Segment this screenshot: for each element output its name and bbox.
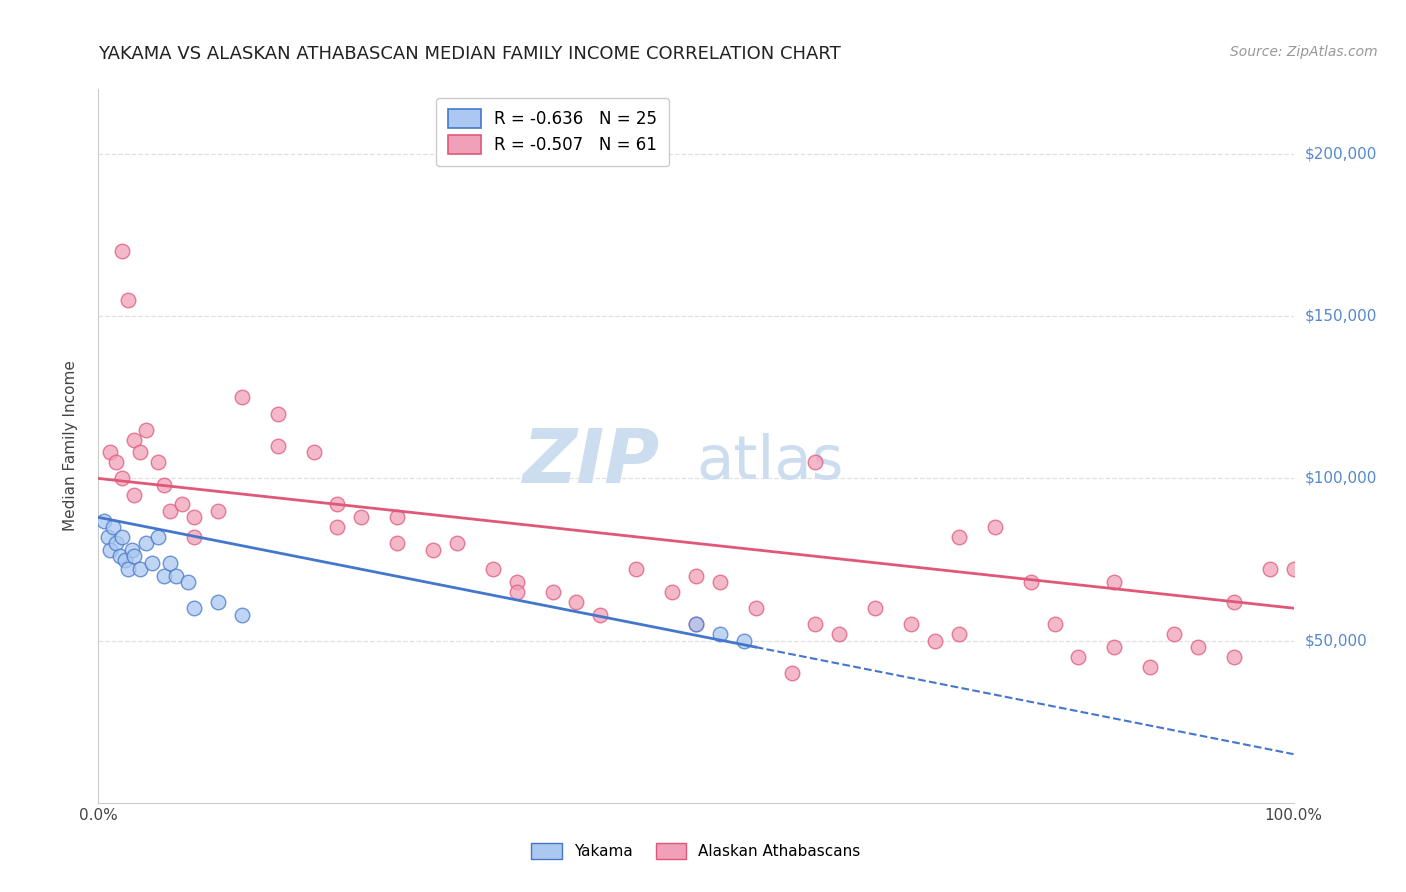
Point [114,552,136,566]
Point [709,627,731,641]
Point [1102,640,1125,654]
Point [98,445,122,459]
Point [97,530,120,544]
Point [105,536,128,550]
Point [148,530,170,544]
Point [231,390,253,404]
Point [207,504,229,518]
Point [108,549,131,564]
Point [1222,649,1246,664]
Point [1102,575,1125,590]
Point [111,471,134,485]
Point [183,601,205,615]
Point [589,607,612,622]
Point [183,510,205,524]
Point [983,520,1005,534]
Point [111,530,134,544]
Point [948,627,970,641]
Point [153,478,176,492]
Point [385,510,409,524]
Point [1139,659,1161,673]
Point [506,575,529,590]
Point [159,504,181,518]
Text: $150,000: $150,000 [1305,309,1376,324]
Point [124,433,146,447]
Point [121,542,143,557]
Point [745,601,768,615]
Point [446,536,468,550]
Text: ZIP: ZIP [523,425,661,499]
Point [165,568,187,582]
Point [350,510,373,524]
Point [124,488,146,502]
Point [101,520,124,534]
Point [148,455,170,469]
Point [661,585,683,599]
Point [385,536,409,550]
Point [1043,617,1066,632]
Point [1282,562,1305,576]
Point [326,497,349,511]
Point [624,562,647,576]
Text: YAKAMA VS ALASKAN ATHABASCAN MEDIAN FAMILY INCOME CORRELATION CHART: YAKAMA VS ALASKAN ATHABASCAN MEDIAN FAMI… [98,45,841,62]
Point [129,562,152,576]
Point [117,293,139,307]
Point [541,585,564,599]
Point [124,549,146,564]
Point [1067,649,1090,664]
Point [1187,640,1209,654]
Point [863,601,886,615]
Point [111,244,134,259]
Point [506,585,529,599]
Point [98,542,122,557]
Point [326,520,349,534]
Point [733,633,755,648]
Text: $200,000: $200,000 [1305,146,1376,161]
Point [302,445,325,459]
Text: Source: ZipAtlas.com: Source: ZipAtlas.com [1230,45,1378,59]
Y-axis label: Median Family Income: Median Family Income [63,360,77,532]
Point [135,536,157,550]
Point [1163,627,1185,641]
Text: $100,000: $100,000 [1305,471,1376,486]
Point [900,617,922,632]
Point [183,530,205,544]
Point [804,455,827,469]
Point [141,556,163,570]
Point [135,423,157,437]
Point [177,575,200,590]
Point [93,514,115,528]
Point [231,607,253,622]
Text: atlas: atlas [696,433,844,491]
Point [117,562,139,576]
Point [105,455,128,469]
Point [685,617,707,632]
Point [172,497,194,511]
Point [685,568,707,582]
Point [828,627,851,641]
Point [948,530,970,544]
Point [565,595,588,609]
Point [207,595,229,609]
Point [804,617,827,632]
Point [924,633,946,648]
Legend: Yakama, Alaskan Athabascans: Yakama, Alaskan Athabascans [523,835,869,866]
Point [129,445,152,459]
Point [685,617,707,632]
Point [780,666,803,681]
Point [1019,575,1042,590]
Point [1258,562,1281,576]
Point [481,562,505,576]
Point [1222,595,1246,609]
Point [267,439,290,453]
Text: $50,000: $50,000 [1305,633,1368,648]
Point [709,575,731,590]
Point [153,568,176,582]
Point [422,542,444,557]
Point [267,407,290,421]
Point [159,556,181,570]
